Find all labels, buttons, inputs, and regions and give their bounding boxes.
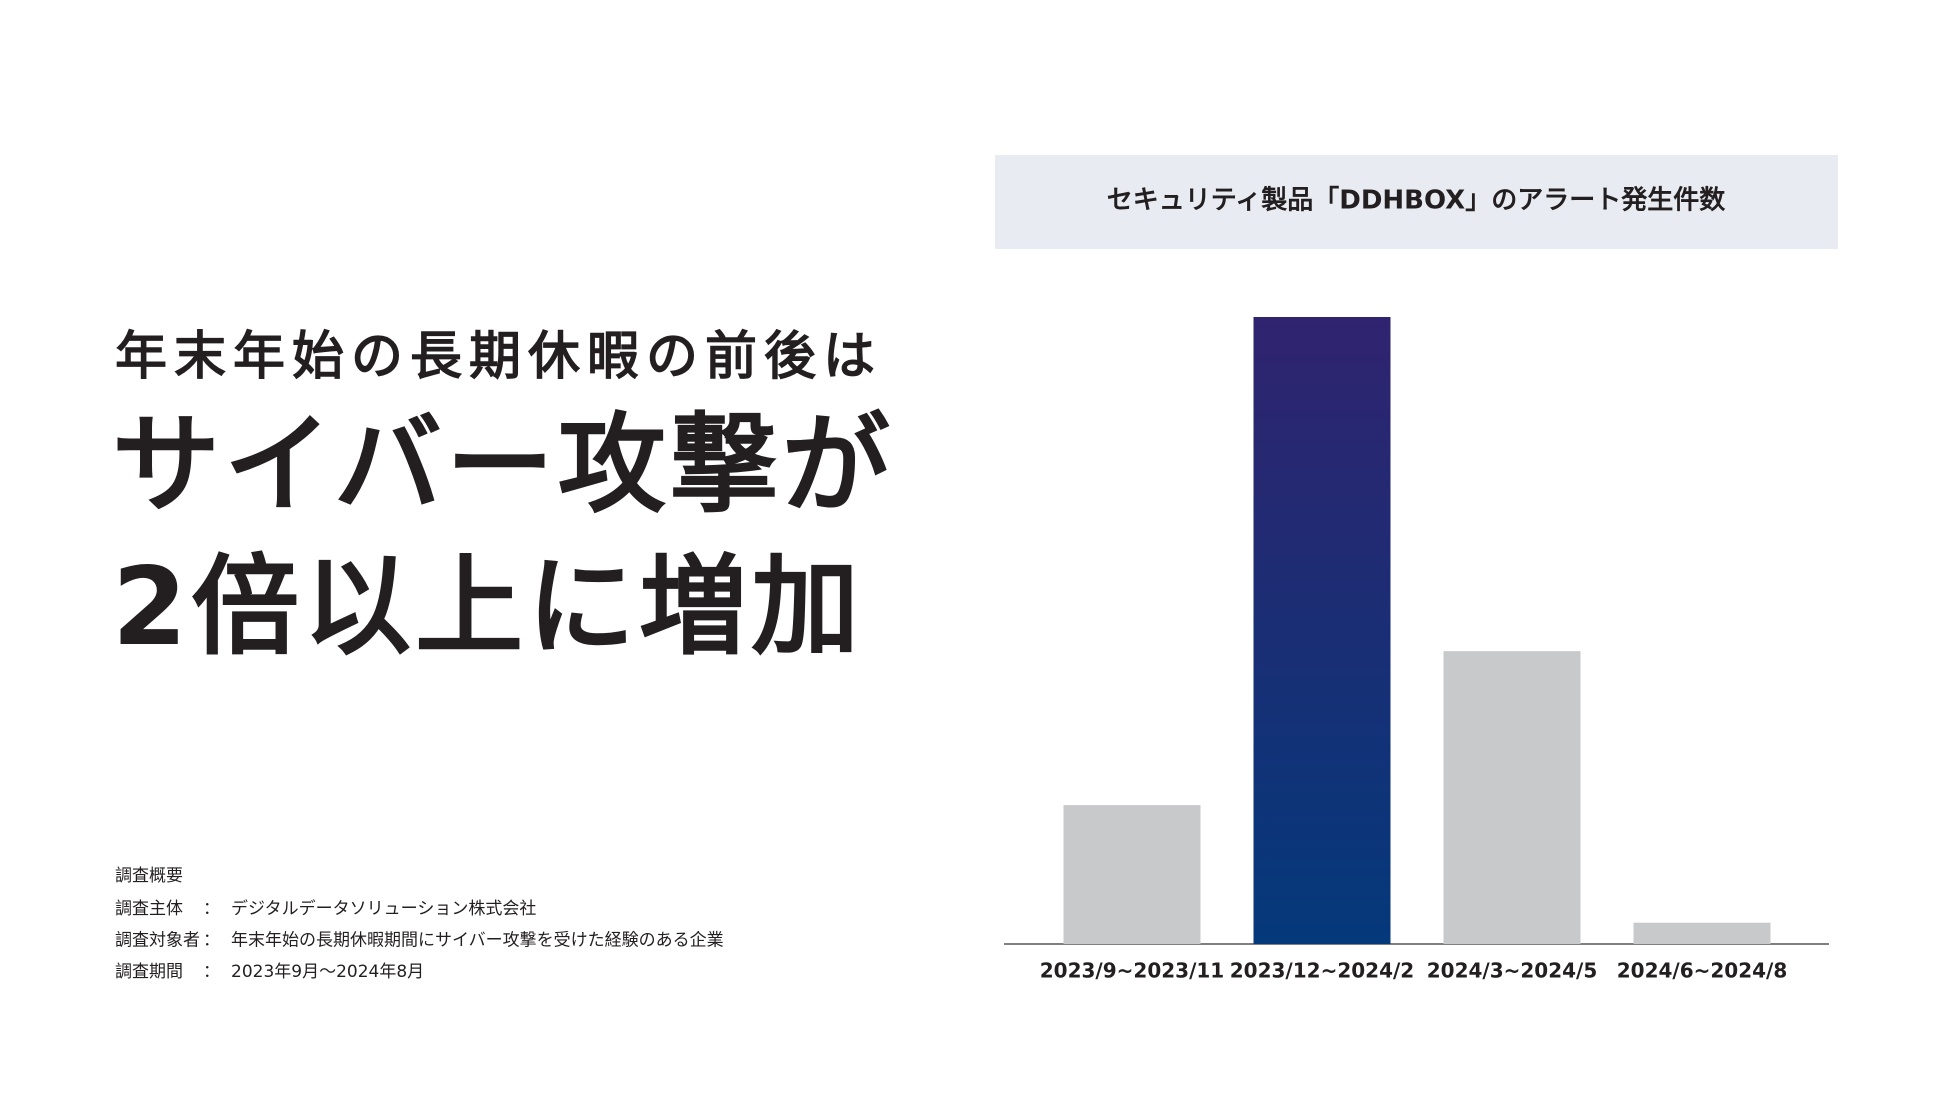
headline-lead: 年末年始の長期休暇の前後は <box>115 327 882 387</box>
survey-value: 年末年始の長期休暇期間にサイバー攻撃を受けた経験のある企業 <box>231 931 724 951</box>
survey-title: 調査概要 <box>115 866 183 886</box>
x-tick-label: 2023/9~2023/11 <box>1040 959 1224 983</box>
bar <box>1633 922 1771 944</box>
survey-value: デジタルデータソリューション株式会社 <box>231 898 536 919</box>
bar <box>1253 317 1391 944</box>
bar <box>1443 651 1581 944</box>
survey-label: 調査対象者 <box>115 931 200 951</box>
chart-title: セキュリティ製品「DDHBOX」のアラート発生件数 <box>1107 185 1726 216</box>
survey-label: 調査主体 <box>115 899 183 919</box>
headline-main: 2倍以上に増加 <box>112 545 863 670</box>
survey-value: 2023年9月〜2024年8月 <box>231 962 424 982</box>
survey-separator: ： <box>203 962 220 982</box>
headline-main: サイバー攻撃が <box>112 403 894 528</box>
x-tick-label: 2024/3~2024/5 <box>1427 959 1598 983</box>
chart-title-box <box>995 155 1838 249</box>
survey-separator: ： <box>203 931 220 951</box>
survey-label: 調査期間 <box>115 962 183 982</box>
bar <box>1063 805 1201 944</box>
x-tick-label: 2024/6~2024/8 <box>1617 959 1788 983</box>
survey-separator: ： <box>203 899 220 919</box>
x-tick-label: 2023/12~2024/2 <box>1230 959 1414 983</box>
